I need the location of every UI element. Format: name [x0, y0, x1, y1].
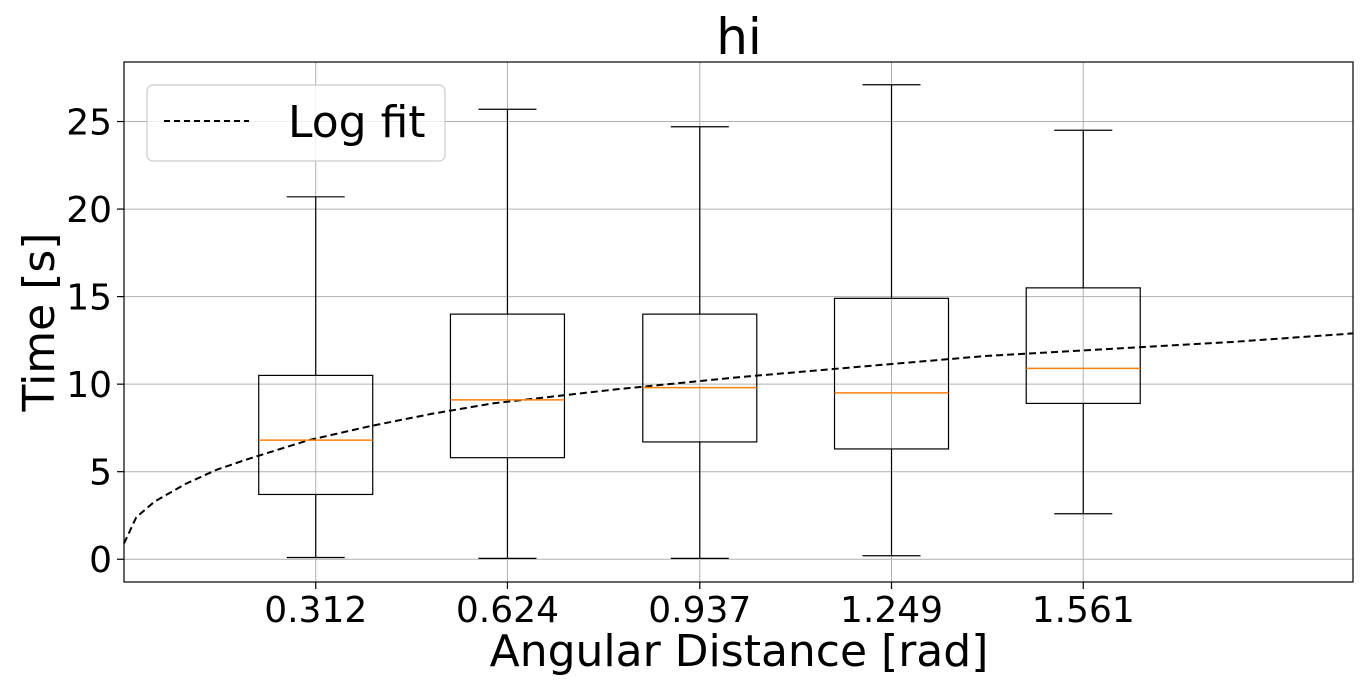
legend: Log fit [146, 84, 446, 162]
iqr-box [642, 313, 758, 443]
box-layer [258, 84, 1141, 559]
y-tick-label: 5 [89, 453, 112, 494]
iqr-box [1025, 287, 1141, 405]
log-fit-curve [123, 332, 1354, 544]
y-tick-label: 20 [66, 190, 112, 231]
y-tick-label: 15 [66, 278, 112, 319]
x-axis-label: Angular Distance [rad] [490, 626, 989, 677]
box-3 [642, 126, 758, 559]
x-tick-label: 0.624 [456, 590, 559, 631]
legend-box [146, 84, 446, 162]
x-tick-label: 1.561 [1032, 590, 1135, 631]
chart-title: hi [716, 8, 762, 66]
iqr-box [833, 297, 950, 450]
box-5 [1025, 129, 1141, 515]
box-1 [258, 196, 374, 559]
legend-fit-label: Log fit [288, 97, 426, 148]
y-axis-ticks: 0 5 10 15 20 25 [66, 103, 124, 581]
y-tick-label: 10 [66, 365, 112, 406]
x-tick-label: 0.937 [648, 590, 751, 631]
y-axis-label: Time [s] [14, 233, 65, 413]
plot-area-frame [123, 61, 1354, 583]
y-tick-label: 0 [89, 540, 112, 581]
fit-layer [123, 332, 1354, 544]
x-tick-label: 0.312 [264, 590, 367, 631]
x-axis-ticks: 0.312 0.624 0.937 1.249 1.561 [264, 582, 1135, 631]
box-2 [449, 108, 566, 559]
box-4 [833, 84, 950, 557]
iqr-box [449, 313, 566, 459]
x-tick-label: 1.249 [840, 590, 943, 631]
iqr-box [258, 374, 374, 496]
y-tick-label: 25 [66, 103, 112, 144]
